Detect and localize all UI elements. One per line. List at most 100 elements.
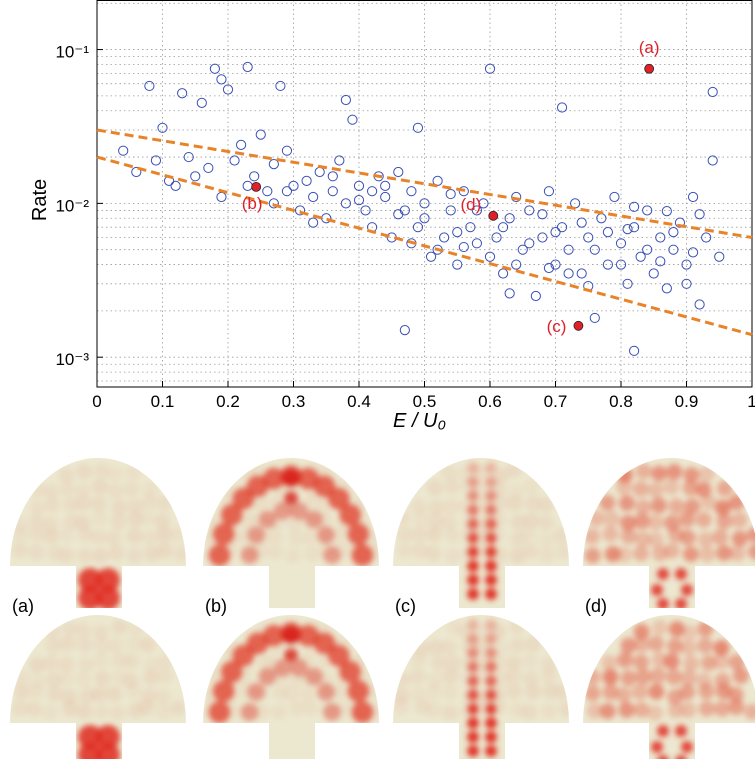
- blob: [697, 637, 714, 654]
- x-axis-label: E / U₀: [393, 410, 446, 432]
- blob: [631, 683, 648, 700]
- blob: [651, 651, 668, 668]
- blobs: [11, 462, 186, 608]
- blob: [91, 686, 108, 703]
- data-point: [432, 175, 443, 186]
- blob: [63, 496, 80, 513]
- blob: [28, 513, 45, 530]
- blob: [620, 528, 637, 545]
- blob: [63, 513, 80, 530]
- data-point: [589, 244, 600, 255]
- blob: [92, 547, 109, 564]
- blob: [173, 545, 186, 562]
- y-tick-label: 10⁻³: [55, 350, 89, 369]
- data-point: [629, 222, 640, 233]
- blob: [94, 669, 111, 686]
- blob: [732, 667, 749, 684]
- blob: [728, 699, 745, 716]
- blob: [467, 731, 479, 743]
- blob: [633, 623, 650, 640]
- data-point: [118, 145, 129, 156]
- mushroom-panel: [393, 458, 569, 608]
- blob: [617, 651, 634, 668]
- data-point: [642, 205, 653, 216]
- blob: [493, 467, 510, 484]
- blob: [247, 525, 266, 544]
- blob: [425, 545, 442, 562]
- blob: [111, 619, 128, 636]
- blob: [523, 512, 540, 529]
- blob: [154, 513, 171, 530]
- blob: [394, 671, 411, 688]
- data-point: [668, 227, 679, 238]
- blob: [538, 546, 555, 563]
- blob: [603, 510, 620, 527]
- data-point: [563, 268, 574, 279]
- data-point: [694, 209, 705, 220]
- blob: [444, 527, 461, 544]
- data-point: [281, 145, 293, 156]
- blob: [700, 654, 717, 671]
- blob: [695, 511, 712, 528]
- data-point: [524, 205, 535, 216]
- blob: [728, 494, 745, 511]
- blobs: [393, 619, 569, 757]
- blob: [156, 526, 173, 543]
- blob: [540, 667, 557, 684]
- blob: [731, 530, 748, 547]
- blob: [681, 584, 693, 596]
- data-point: [583, 232, 594, 243]
- blob: [107, 637, 124, 654]
- blob: [649, 667, 666, 684]
- panels: [10, 458, 755, 764]
- blob: [651, 741, 663, 753]
- data-point: [150, 155, 162, 166]
- blob: [620, 637, 637, 654]
- blob: [156, 542, 173, 559]
- blob: [509, 547, 526, 564]
- data-point: [353, 195, 365, 206]
- blob: [93, 704, 110, 721]
- blob: [76, 703, 93, 720]
- blob: [240, 546, 259, 565]
- blob: [302, 700, 319, 717]
- blob: [305, 510, 324, 529]
- blob: [467, 717, 479, 729]
- data-point: [406, 186, 417, 197]
- blob: [522, 670, 539, 687]
- blob: [75, 495, 92, 512]
- blob: [618, 701, 635, 718]
- blob: [125, 635, 142, 652]
- blob: [485, 675, 497, 687]
- data-point: [707, 86, 718, 98]
- blob: [43, 527, 60, 544]
- data-point: [687, 191, 699, 203]
- blob: [493, 640, 510, 657]
- blob: [327, 644, 350, 667]
- blob: [123, 652, 140, 669]
- blob: [409, 668, 426, 685]
- blob: [396, 542, 413, 559]
- blob: [426, 526, 443, 543]
- blob: [485, 633, 497, 645]
- plot-frame: [96, 0, 753, 388]
- blob: [485, 703, 497, 715]
- blob: [713, 639, 730, 656]
- blob: [467, 647, 479, 659]
- blob: [633, 513, 650, 530]
- blob: [78, 586, 102, 608]
- data-point: [367, 186, 378, 197]
- data-point: [576, 217, 587, 228]
- blob: [313, 475, 336, 498]
- data-point: [484, 63, 496, 74]
- blob: [351, 544, 374, 567]
- blob: [331, 683, 348, 700]
- data-point: [229, 155, 240, 166]
- data-point: [642, 244, 653, 255]
- blob: [679, 683, 696, 700]
- data-point: [216, 74, 227, 85]
- data-point: [209, 63, 220, 74]
- blob: [220, 503, 243, 526]
- data-point: [471, 238, 482, 249]
